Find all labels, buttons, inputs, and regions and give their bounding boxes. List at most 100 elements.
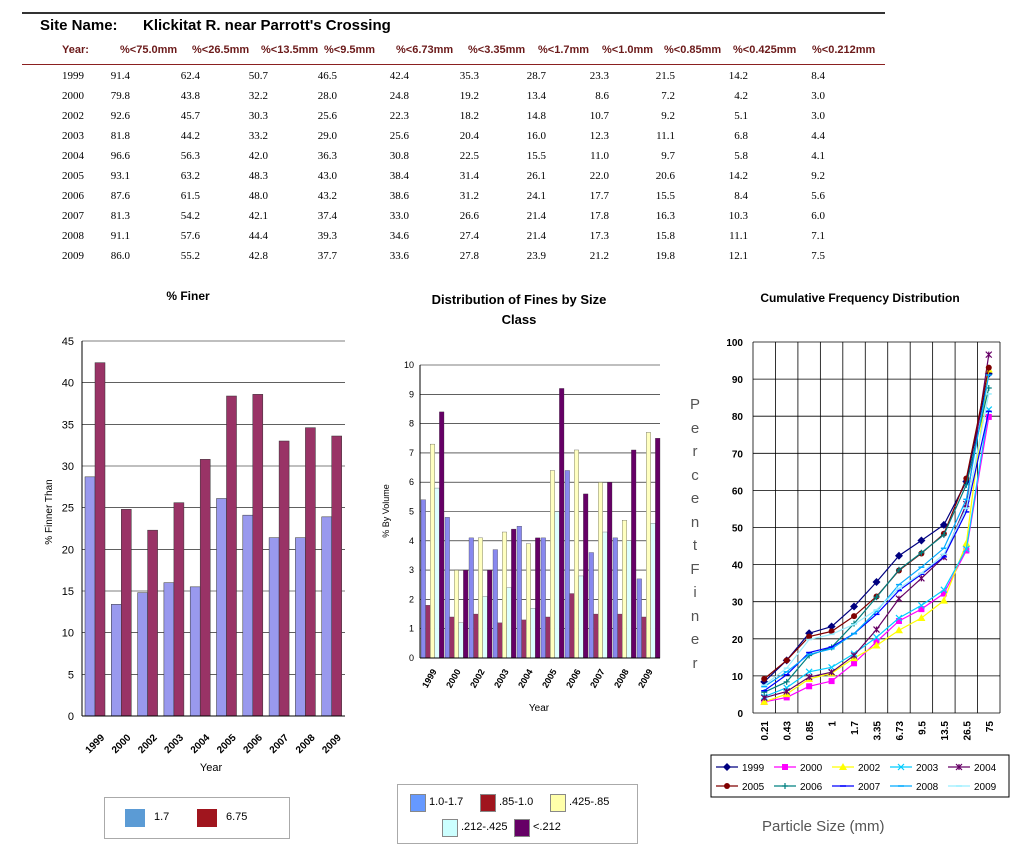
table-cell: 17.7	[589, 190, 609, 202]
bar-6-75-2006	[252, 394, 264, 717]
table-cell: 3.0	[811, 110, 825, 122]
legend-swatch	[410, 794, 426, 812]
y-axis-label-letter: r	[692, 443, 698, 460]
table-cell: 31.2	[459, 190, 479, 202]
y-tick-label: 90	[732, 375, 744, 386]
x-axis-label: Particle Size (mm)	[762, 818, 885, 835]
table-cell: 17.8	[589, 210, 609, 222]
legend-marker-2005	[724, 783, 730, 789]
table-cell: 21.5	[655, 70, 675, 82]
x-tick-label: 2002	[468, 667, 487, 689]
table-cell: 50.7	[248, 70, 268, 82]
table-cell: 32.2	[248, 90, 268, 102]
x-axis-label: Year	[200, 762, 223, 774]
y-axis-label: % Finner Than	[44, 479, 55, 544]
table-row-year: 2007	[62, 210, 84, 222]
table-cell: 38.4	[389, 170, 409, 182]
x-tick-label: 9.5	[917, 721, 928, 735]
point-2005-0	[761, 675, 768, 682]
table-cell: 44.2	[180, 130, 200, 142]
table-cell: 10.7	[589, 110, 609, 122]
legend-swatch	[442, 819, 458, 837]
point-2003-6	[895, 614, 903, 622]
column-header: %<0.425mm	[733, 44, 797, 56]
table-cell: 4.2	[734, 90, 748, 102]
bar-0-2005	[540, 537, 546, 659]
bar-4-1999	[439, 411, 445, 659]
bar-1-7-2009	[321, 516, 332, 717]
y-tick-label: 30	[732, 598, 744, 609]
x-tick-label: 2007	[268, 732, 292, 756]
bars	[84, 362, 342, 717]
legend-label: 2006	[800, 782, 823, 793]
table-cell: 37.4	[317, 210, 337, 222]
table-cell: 31.4	[459, 170, 479, 182]
legend-label: .85-1.0	[499, 796, 534, 808]
bar-1-2006	[569, 593, 575, 659]
bar-2-2003	[502, 531, 507, 659]
table-cell: 35.3	[459, 70, 479, 82]
legend-label: 2008	[916, 782, 939, 793]
table-cell: 10.3	[728, 210, 748, 222]
bar-2-2000	[454, 569, 459, 659]
bar-1-2007	[593, 613, 599, 659]
table-cell: 55.2	[180, 250, 200, 262]
table-cell: 44.4	[248, 230, 268, 242]
table-cell: 18.2	[459, 110, 479, 122]
point-2000-9	[963, 547, 970, 554]
y-tick-label: 10	[404, 360, 414, 370]
legend-label: 1.0-1.7	[429, 796, 464, 808]
point-2002-0	[760, 697, 769, 705]
x-tick-label: 0.43	[783, 721, 794, 741]
point-2005-2	[806, 633, 813, 640]
table-cell: 9.2	[661, 110, 675, 122]
table-cell: 8.4	[811, 70, 825, 82]
y-tick-label: 60	[732, 486, 744, 497]
bar-1-2002	[473, 613, 479, 659]
table-cell: 38.6	[389, 190, 409, 202]
point-2005-4	[851, 613, 858, 620]
point-2000-10	[985, 413, 992, 420]
x-tick-label: 75	[985, 721, 996, 733]
cumulative-frequency-chart: Cumulative Frequency Distribution 0 10 20 3…	[710, 291, 1010, 798]
x-tick-label: 1.7	[850, 721, 861, 735]
legend-marker-2000	[782, 764, 788, 770]
point-2005-10	[985, 364, 992, 371]
point-1999-5	[872, 578, 881, 587]
bar-6-75-2009	[331, 435, 342, 717]
y-axis-label-letter: n	[690, 607, 700, 625]
axes: 0 10 20 30 40 50 60 70 80 90 100 0.21 0.43 0.85 1 1.7 3.…	[726, 338, 995, 740]
legend-box	[710, 754, 1010, 798]
table-cell: 91.4	[110, 70, 130, 82]
bar-4-2000	[463, 569, 469, 659]
x-tick-label: 2007	[588, 667, 607, 689]
bar-3-2002	[482, 596, 488, 659]
column-header: %<75.0mm	[120, 44, 178, 56]
table-cell: 20.6	[655, 170, 675, 182]
point-1999-8	[939, 520, 948, 529]
y-tick-label: 10	[62, 628, 74, 640]
x-tick-label: 3.35	[873, 721, 884, 741]
x-tick-label: 26.5	[962, 721, 973, 741]
table-row-year: 2009	[62, 250, 84, 262]
table-cell: 21.4	[526, 210, 546, 222]
x-tick-label: 0.85	[805, 721, 816, 741]
bar-2-1999	[430, 443, 435, 659]
legend-swatch-6.75	[197, 809, 217, 827]
bar-0-2004	[516, 525, 522, 659]
point-2002-9	[962, 539, 971, 547]
bar-1-2003	[497, 622, 503, 659]
table-cell: 54.2	[180, 210, 200, 222]
y-tick-label: 5	[409, 507, 414, 517]
y-tick-label: 2	[409, 594, 414, 604]
table-cell: 22.3	[389, 110, 409, 122]
chart-title-line-2: Class	[502, 312, 537, 327]
bar-1-7-2008	[295, 537, 306, 717]
point-2003-2	[805, 668, 813, 676]
column-header: %<0.85mm	[664, 44, 722, 56]
bar-3-2009	[650, 523, 656, 659]
site-label: Site Name:	[40, 17, 118, 34]
point-2006-7	[918, 549, 925, 556]
